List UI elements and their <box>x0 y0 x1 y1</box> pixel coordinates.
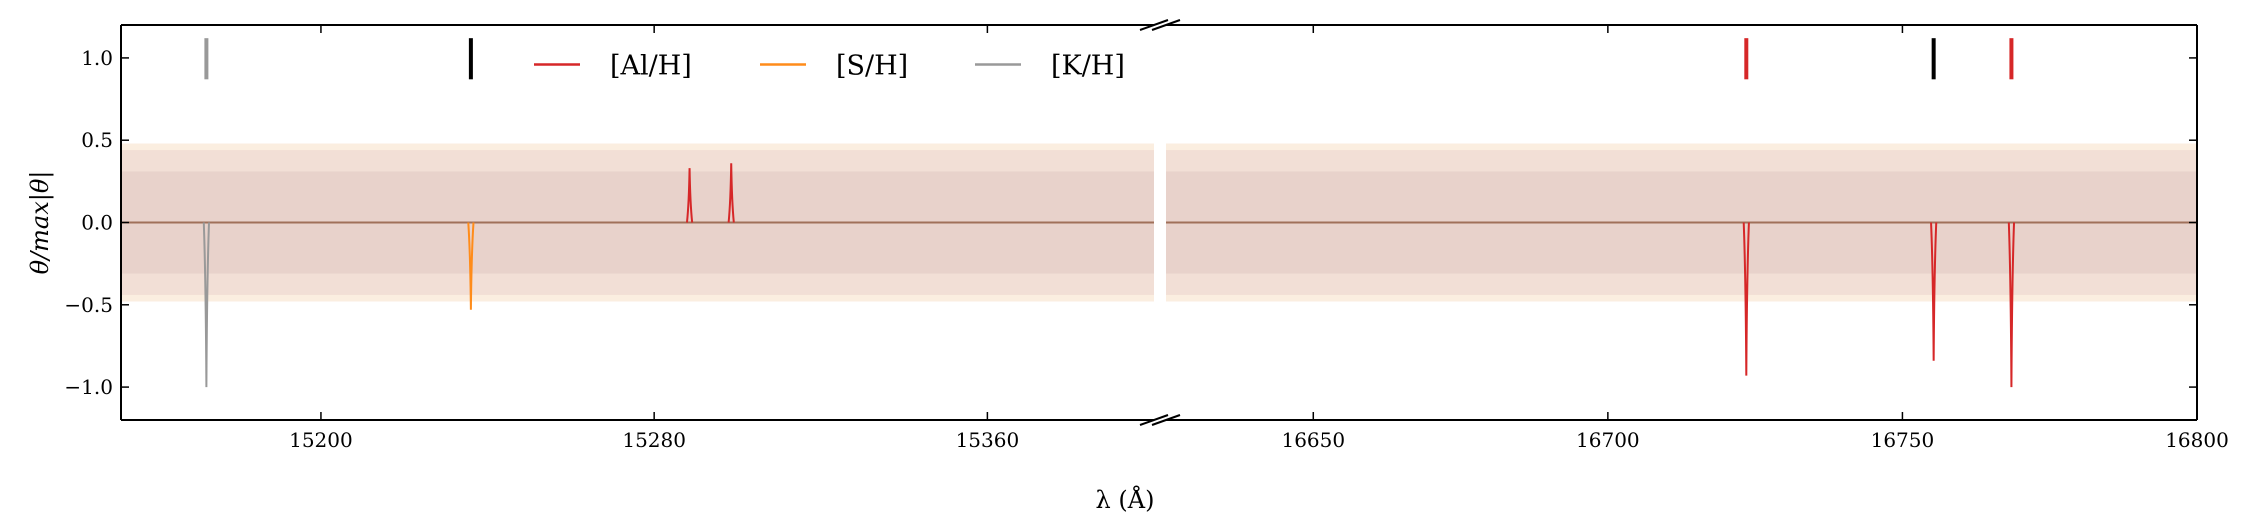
series-layer <box>202 163 2016 388</box>
break-mark-1-1 <box>1151 414 1181 426</box>
x-tick-label: 15200 <box>289 428 353 452</box>
series-0-line-3 <box>1930 222 1938 361</box>
x-tick-label: 15360 <box>956 428 1020 452</box>
series-0-line-4 <box>2007 222 2016 388</box>
axis-break-gap <box>1154 26 1166 419</box>
legend-label-0: [Al/H] <box>610 51 692 82</box>
y-axis-label: θ/max|θ| <box>26 171 55 275</box>
series-0-line-0 <box>685 168 694 223</box>
ticks-layer: −1.0 −0.5 0.0 0.5 1.0 15200 15280 15360 16650 167… <box>64 25 2229 452</box>
x-tick-label: 16700 <box>1576 428 1640 452</box>
markers-layer <box>204 38 2014 80</box>
series-2-line-0 <box>202 222 210 388</box>
y-tick-label: −0.5 <box>64 293 113 317</box>
series-0-line-1 <box>727 163 735 223</box>
series-1-line-0 <box>467 222 475 310</box>
legend-label-1: [S/H] <box>836 51 908 82</box>
break-gap <box>1154 26 1166 419</box>
x-axis-label: λ (Å) <box>1096 485 1155 514</box>
x-tick-label: 16800 <box>2165 428 2229 452</box>
y-tick-label: −1.0 <box>64 375 113 399</box>
break-mark-1-0 <box>1139 414 1169 426</box>
y-tick-label: 0.0 <box>81 211 113 235</box>
x-tick-label: 16750 <box>1871 428 1935 452</box>
y-tick-label: 0.5 <box>81 128 113 152</box>
break-mark-0-0 <box>1139 19 1169 31</box>
legend-label-2: [K/H] <box>1051 51 1125 82</box>
x-tick-label: 15280 <box>622 428 686 452</box>
x-tick-label: 16650 <box>1281 428 1345 452</box>
legend: [Al/H] [S/H] [K/H] <box>534 51 1125 82</box>
break-mark-0-1 <box>1151 19 1181 31</box>
y-tick-label: 1.0 <box>81 46 113 70</box>
